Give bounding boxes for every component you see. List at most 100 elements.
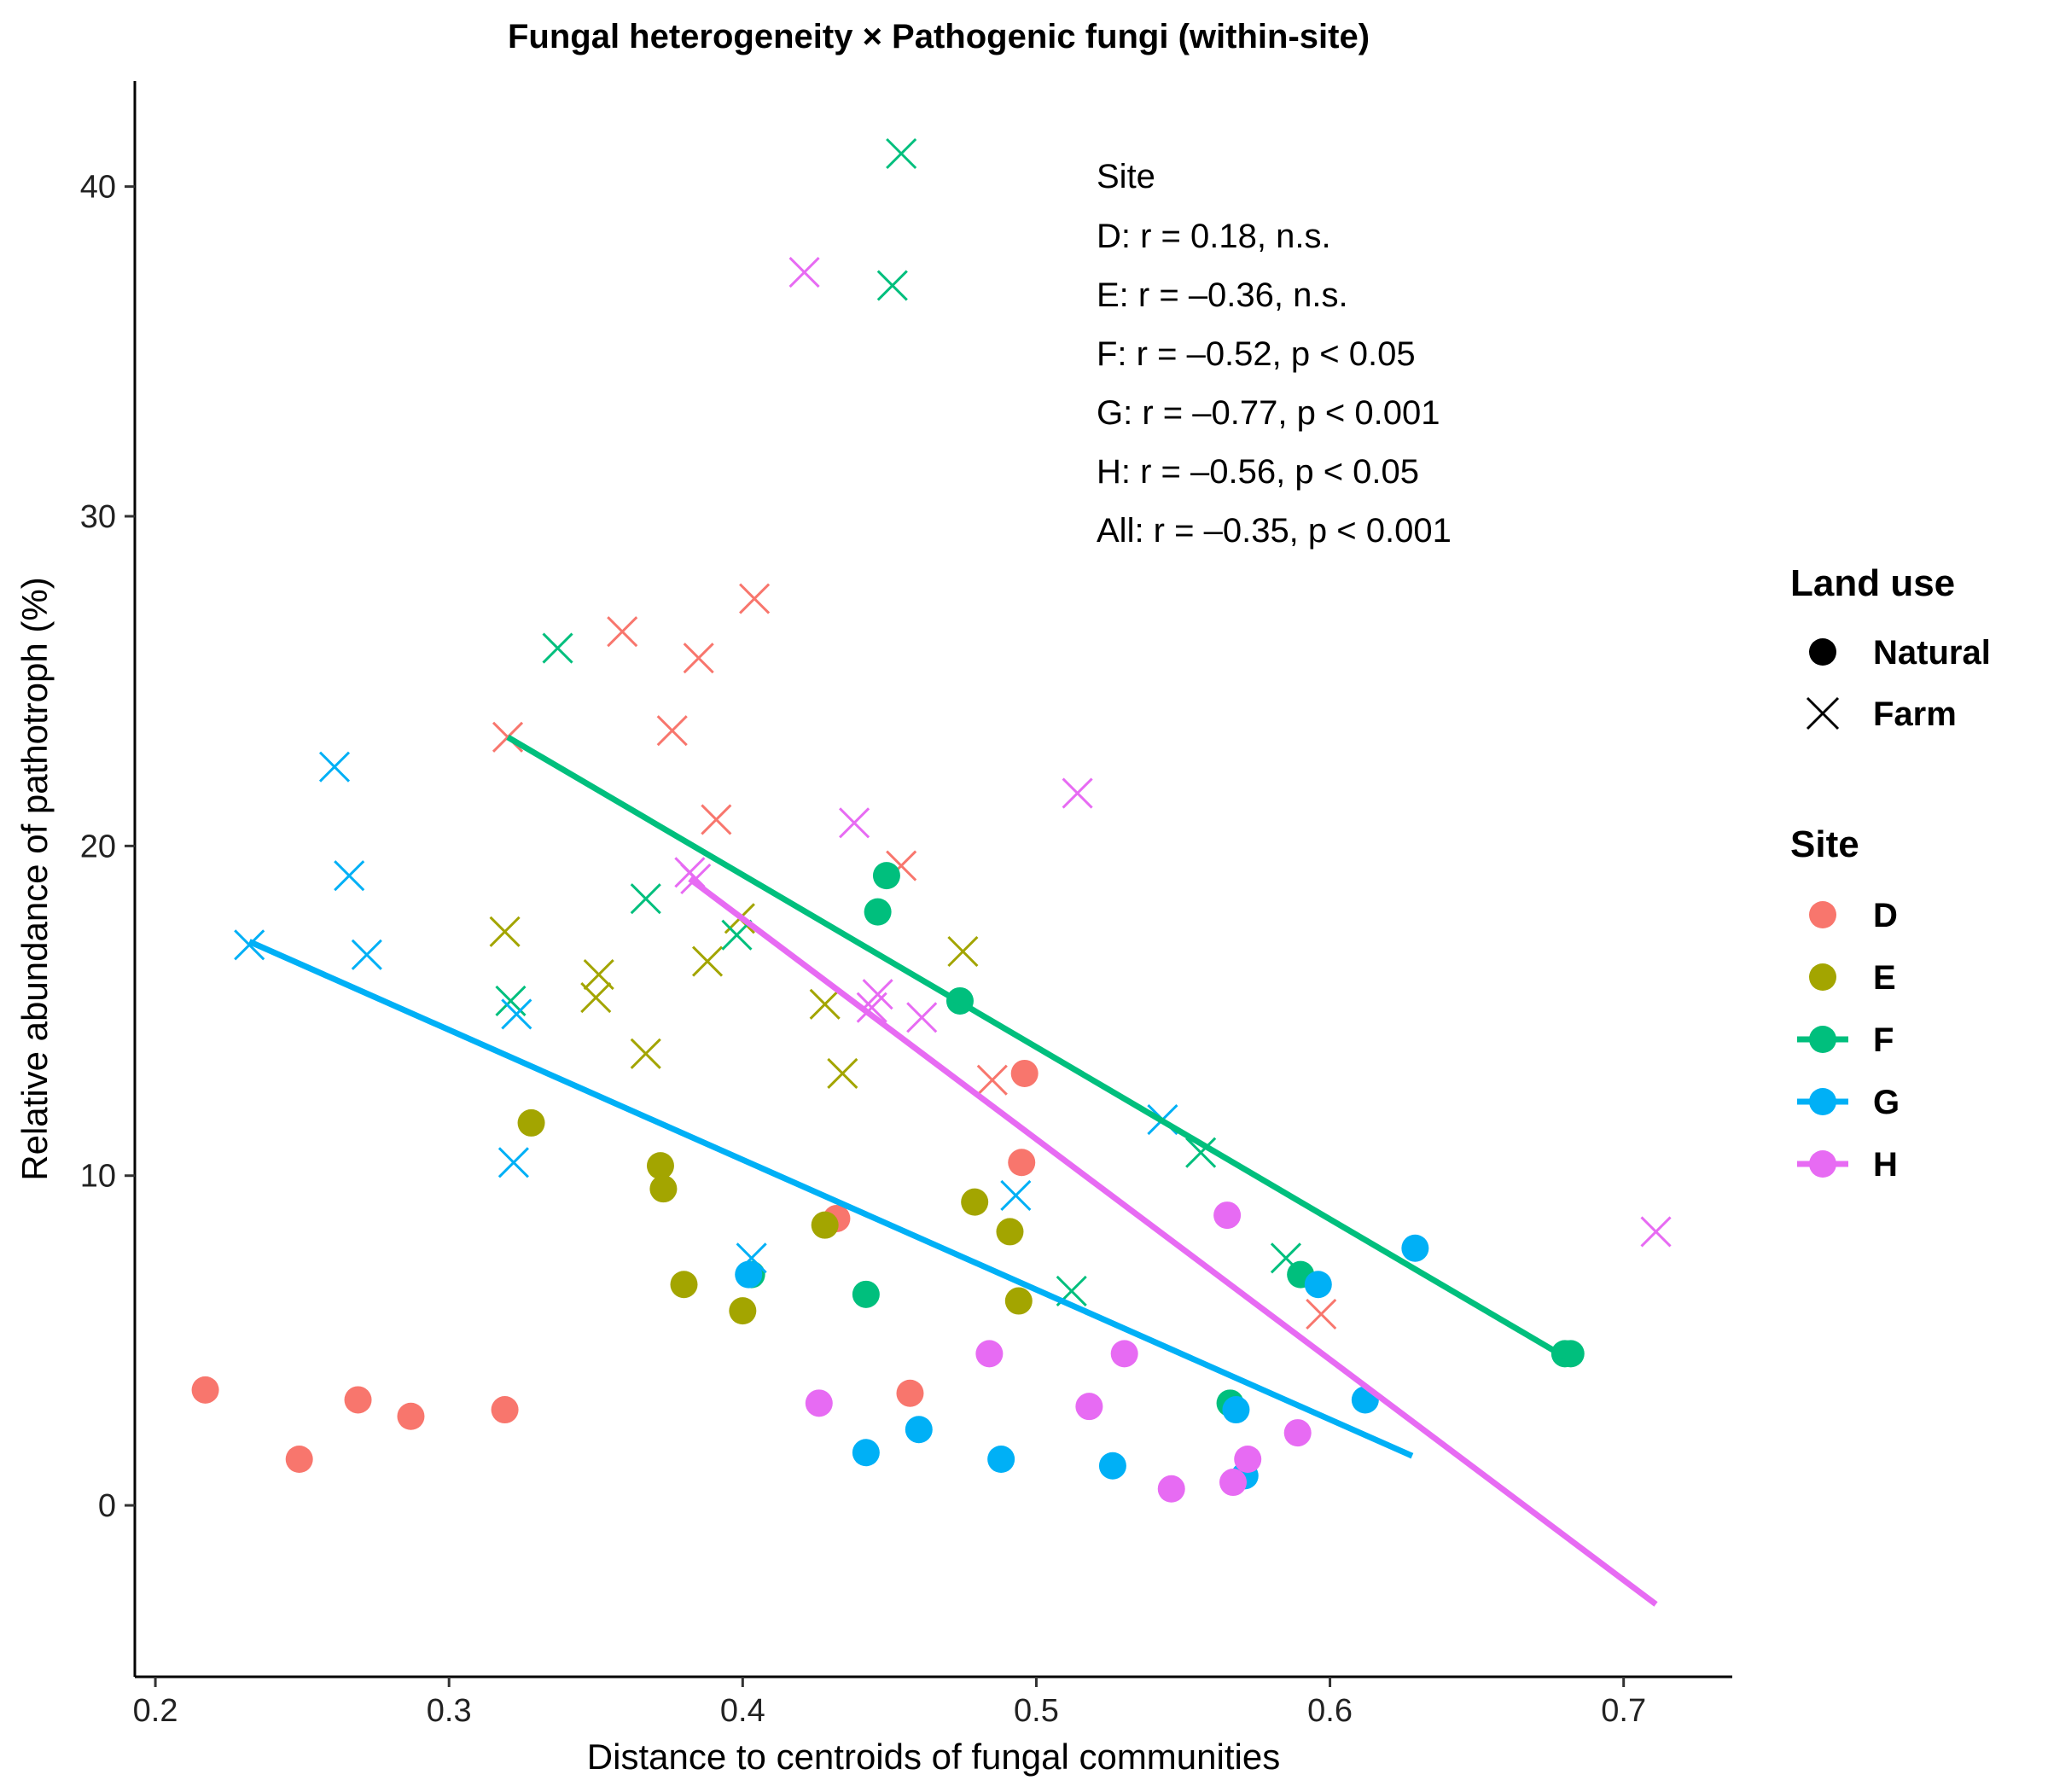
x-axis-ticks: 0.2 0.3 0.4 0.5 0.6 0.7 — [133, 1677, 1646, 1729]
annotation-header: Site — [1097, 158, 1155, 195]
legend-point-key — [1809, 963, 1836, 991]
data-point-natural — [852, 1439, 880, 1467]
data-point-farm — [234, 929, 265, 961]
x-tick-label: 0.4 — [720, 1693, 765, 1729]
data-point-farm — [976, 1064, 1008, 1096]
data-point-farm — [501, 998, 532, 1030]
legend-point-key — [1809, 1026, 1836, 1053]
data-point-natural — [987, 1446, 1015, 1473]
legend-natural-key — [1809, 638, 1836, 666]
data-point-farm — [334, 860, 365, 892]
legend-site-label: H — [1873, 1146, 1898, 1184]
y-axis-ticks: 0 10 20 30 40 — [80, 170, 135, 1524]
annotation-line-h: H: r = –0.56, p < 0.05 — [1097, 453, 1419, 491]
data-point-natural — [1004, 1287, 1033, 1315]
y-tick-label: 20 — [80, 829, 116, 864]
annotation-line-e: E: r = –0.36, n.s. — [1097, 276, 1348, 314]
data-point-farm — [583, 958, 614, 991]
data-point-natural — [1556, 1340, 1585, 1368]
data-point-natural — [491, 1396, 519, 1424]
legend-site-item-f: F — [1797, 1021, 1894, 1059]
legend-site-label: D — [1873, 897, 1898, 934]
data-point-farm — [1306, 1298, 1337, 1330]
data-point-natural — [1401, 1234, 1429, 1262]
data-point-farm — [1062, 777, 1093, 809]
data-point-farm — [1640, 1216, 1672, 1248]
data-point-natural — [1010, 1059, 1039, 1087]
fit-line-g — [247, 939, 1414, 1459]
data-point-natural — [729, 1297, 757, 1325]
data-point-natural — [905, 1416, 933, 1444]
legend-point-key — [1809, 1088, 1836, 1115]
legend-land-use-title: Land use — [1790, 562, 1955, 604]
legend-site-label: G — [1873, 1084, 1900, 1121]
data-point-farm — [876, 270, 908, 301]
data-point-natural — [285, 1446, 313, 1473]
data-point-farm — [351, 939, 382, 970]
data-point-farm — [607, 616, 638, 648]
data-point-natural — [1234, 1446, 1262, 1473]
legend-site-item-h: H — [1797, 1146, 1898, 1184]
data-point-farm — [906, 1002, 938, 1033]
data-point-farm — [497, 1147, 529, 1178]
series-e — [489, 903, 1033, 1325]
data-point-natural — [996, 1218, 1024, 1246]
stats-annotation: Site D: r = 0.18, n.s. E: r = –0.36, n.s… — [1097, 158, 1452, 550]
series-d — [191, 583, 1337, 1473]
data-point-farm — [683, 643, 714, 674]
legend-point-key — [1809, 901, 1836, 928]
legend-site-label: E — [1873, 959, 1896, 997]
data-point-natural — [811, 1211, 839, 1239]
legend-site-title: Site — [1790, 823, 1859, 865]
legend-site-item-d: D — [1809, 897, 1898, 934]
data-point-natural — [1008, 1149, 1036, 1177]
legend-site-item-e: E — [1809, 959, 1896, 997]
data-point-natural — [805, 1389, 833, 1417]
data-point-farm — [691, 945, 724, 977]
x-tick-label: 0.5 — [1014, 1693, 1059, 1729]
data-point-natural — [191, 1376, 219, 1404]
x-axis-title: Distance to centroids of fungal communit… — [587, 1737, 1280, 1777]
fit-line-f — [506, 734, 1567, 1360]
data-point-natural — [1157, 1475, 1185, 1503]
legend-site-item-g: G — [1797, 1084, 1900, 1121]
series-h — [674, 257, 1672, 1503]
x-tick-label: 0.6 — [1307, 1693, 1353, 1729]
data-point-natural — [1213, 1201, 1242, 1230]
data-point-natural — [852, 1280, 880, 1308]
y-tick-label: 0 — [98, 1488, 116, 1524]
data-point-farm — [701, 804, 732, 835]
data-point-natural — [670, 1271, 698, 1299]
y-tick-label: 30 — [80, 499, 116, 535]
annotation-line-g: G: r = –0.77, p < 0.001 — [1097, 394, 1440, 432]
data-point-farm — [630, 883, 661, 915]
legend-point-key — [1809, 1150, 1836, 1178]
data-point-natural — [864, 898, 892, 926]
data-point-natural — [649, 1175, 678, 1203]
legend-site-label: F — [1873, 1021, 1894, 1059]
data-point-natural — [872, 862, 900, 890]
data-point-natural — [896, 1379, 924, 1407]
data-point-farm — [862, 979, 893, 1010]
data-point-farm — [1000, 1179, 1032, 1211]
data-point-farm — [542, 632, 573, 664]
plot-area — [191, 137, 1672, 1607]
data-point-farm — [656, 715, 688, 747]
data-point-natural — [397, 1402, 425, 1430]
legend-farm-key — [1806, 696, 1840, 730]
annotation-line-f: F: r = –0.52, p < 0.05 — [1097, 335, 1416, 373]
data-point-farm — [489, 916, 521, 947]
data-point-farm — [739, 583, 771, 614]
data-point-natural — [517, 1108, 545, 1137]
annotation-line-all: All: r = –0.35, p < 0.001 — [1097, 512, 1452, 550]
data-point-natural — [1219, 1469, 1247, 1497]
y-axis-title: Relative abundance of pathotroph (%) — [15, 577, 55, 1180]
legend-farm-label: Farm — [1873, 695, 1957, 733]
y-tick-label: 40 — [80, 170, 116, 206]
y-tick-label: 10 — [80, 1159, 116, 1195]
data-point-natural — [1110, 1340, 1138, 1368]
data-point-farm — [1270, 1242, 1302, 1274]
data-point-farm — [827, 1057, 858, 1090]
data-point-farm — [630, 1038, 661, 1069]
